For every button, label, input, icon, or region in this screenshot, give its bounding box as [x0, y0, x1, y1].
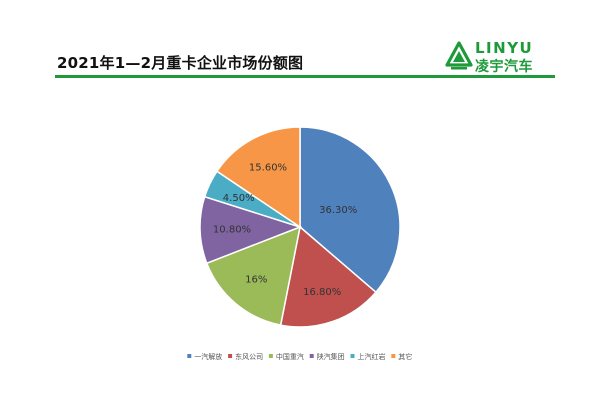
logo-company-name: 凌宇汽车 — [475, 59, 533, 75]
pie-slices — [199, 126, 401, 328]
pie-slice-4 — [199, 195, 303, 265]
slice-label-6: 15.60% — [249, 163, 287, 174]
legend-label-6: 其它 — [398, 352, 412, 361]
title-divider — [55, 75, 555, 78]
legend-swatch-2 — [228, 354, 233, 358]
legend-item-6: 其它 — [391, 352, 412, 361]
pie-slice-2 — [279, 225, 377, 328]
pie-slice-6 — [215, 126, 301, 229]
page-title: 2021年1—2月重卡企业市场份额图 — [57, 54, 304, 72]
pie-slice-3 — [205, 225, 301, 326]
triangle-emblem-icon — [445, 41, 473, 70]
legend-item-1: 一汽解放 — [187, 352, 222, 361]
legend-swatch-6 — [391, 354, 396, 358]
legend-label-4: 陕汽集团 — [317, 352, 345, 361]
legend-label-2: 东风公司 — [235, 352, 263, 361]
legend-item-4: 陕汽集团 — [309, 352, 345, 361]
legend-swatch-1 — [187, 354, 192, 358]
legend-item-5: 上汽红岩 — [350, 352, 386, 361]
slice-label-4: 10.80% — [213, 225, 251, 236]
legend: 一汽解放 东风公司 中国重汽 陕汽集团 上汽红岩 其它 — [187, 352, 412, 361]
slice-label-5: 4.50% — [223, 193, 255, 204]
linyu-logo: LINYU 凌宇汽车 — [445, 39, 555, 75]
legend-item-3: 中国重汽 — [268, 352, 304, 361]
logo-wordmark: LINYU — [475, 39, 534, 57]
slice-label-2: 16.80% — [303, 287, 341, 298]
legend-label-1: 一汽解放 — [194, 352, 222, 361]
legend-swatch-3 — [268, 354, 273, 358]
legend-label-3: 中国重汽 — [276, 352, 304, 361]
legend-swatch-5 — [350, 354, 355, 358]
legend-label-5: 上汽红岩 — [358, 352, 386, 361]
legend-swatch-4 — [309, 354, 314, 358]
legend-item-2: 东风公司 — [228, 352, 263, 361]
pie-slice-1 — [299, 126, 401, 294]
slice-labels: 36.30% 16.80% 16% 10.80% 4.50% 15.60% — [213, 163, 357, 298]
slice-label-1: 36.30% — [319, 205, 357, 216]
slice-label-3: 16% — [245, 275, 267, 286]
